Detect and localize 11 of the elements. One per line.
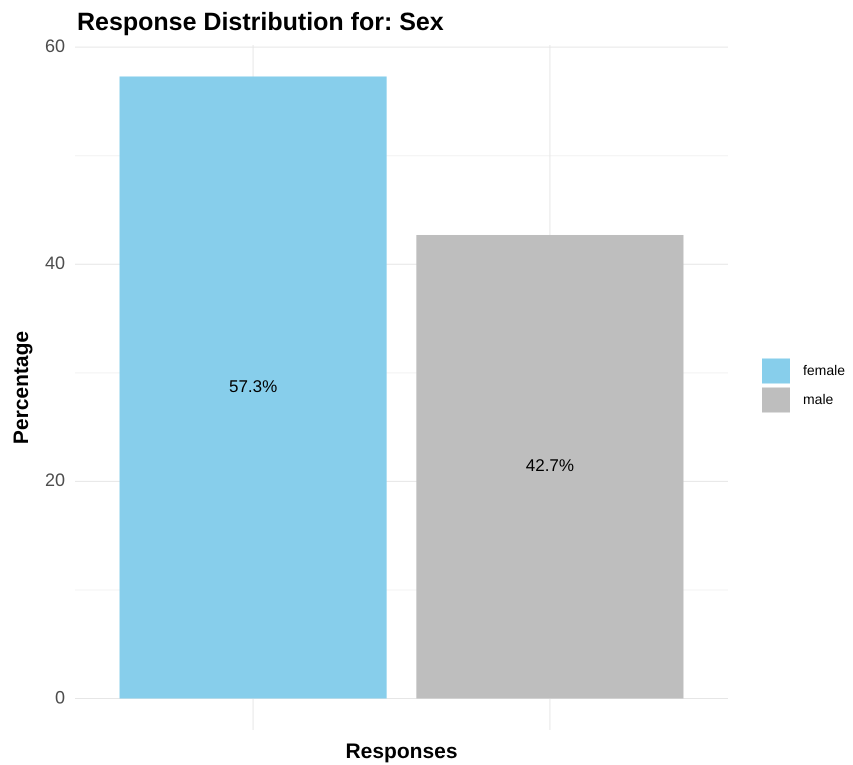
y-tick-label: 40 [44, 253, 65, 274]
legend-label: female [803, 362, 846, 378]
chart-title: Response Distribution for: Sex [77, 8, 444, 36]
data-label: 42.7% [526, 456, 574, 476]
legend-label: male [803, 391, 834, 408]
y-tick-label: 0 [54, 687, 65, 708]
y-axis-title: Percentage [10, 330, 33, 444]
y-tick-label: 20 [44, 470, 65, 490]
y-tick-label: 60 [44, 36, 65, 56]
data-label: 57.3% [228, 376, 278, 396]
x-axis-title: Responses [345, 740, 458, 763]
